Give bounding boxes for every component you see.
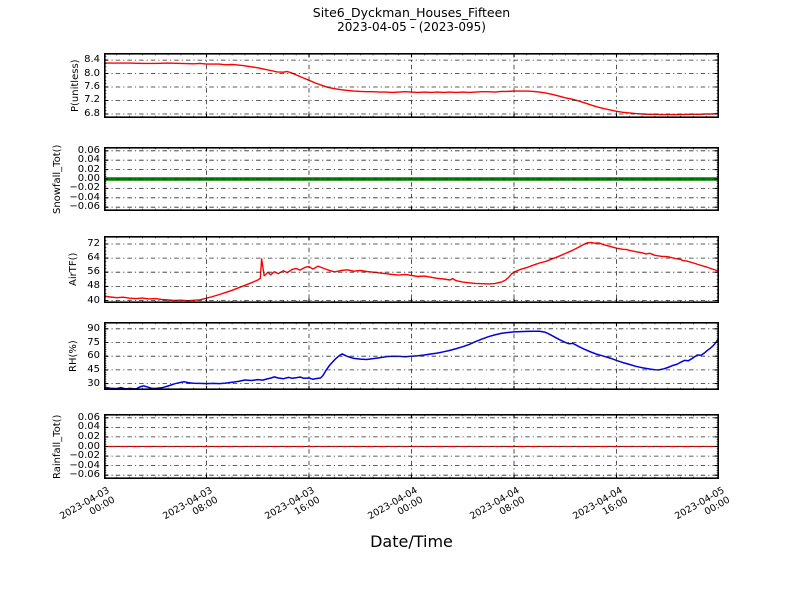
chart-title: Site6_Dyckman_Houses_Fifteen <box>312 5 511 20</box>
y-tick-label: 0.02 <box>77 430 100 442</box>
y-tick-label: 72 <box>87 237 100 249</box>
gridlines <box>104 322 719 390</box>
y-tick-label: −0.02 <box>69 182 100 194</box>
plot-canvas <box>104 147 719 211</box>
plot-canvas <box>104 53 719 118</box>
plot-frame <box>104 236 719 303</box>
y-tick-label: −0.04 <box>69 459 100 471</box>
x-axis-title: Date/Time <box>370 532 453 551</box>
y-tick-label: 0.00 <box>77 440 100 452</box>
major-ticks <box>104 53 719 118</box>
subplot-snowfall-tot <box>104 147 719 211</box>
y-tick-label: 8.4 <box>84 54 100 66</box>
y-tick-label: 75 <box>87 336 100 348</box>
y-tick-label: 0.06 <box>77 144 100 156</box>
series-airtf <box>104 241 719 302</box>
y-tick-label: −0.06 <box>69 201 100 213</box>
plot-frame <box>104 322 719 390</box>
plot-frame <box>104 414 719 479</box>
y-tick-label: 8.0 <box>84 67 100 79</box>
y-tick-label: 6.8 <box>84 107 100 119</box>
y-tick-label: 40 <box>87 294 100 306</box>
subplot-airtf <box>104 236 719 303</box>
series-p <box>104 62 719 116</box>
subplot-p-unitless <box>104 53 719 118</box>
y-tick-label: 64 <box>87 252 100 264</box>
plot-frame <box>104 53 719 118</box>
y-tick-label: 45 <box>87 363 100 375</box>
y-tick-label: 60 <box>87 350 100 362</box>
y-tick-label: 0.04 <box>77 154 100 166</box>
major-ticks <box>104 414 719 479</box>
minor-ticks <box>104 236 719 303</box>
plot-canvas <box>104 322 719 390</box>
plot-frame <box>104 147 719 211</box>
y-tick-label: 48 <box>87 280 100 292</box>
subplot-rh <box>104 322 719 390</box>
chart-subtitle: 2023-04-05 - (2023-095) <box>337 20 486 34</box>
y-tick-label: 0.04 <box>77 421 100 433</box>
y-tick-label: −0.06 <box>69 469 100 481</box>
major-ticks <box>104 236 719 303</box>
major-ticks <box>104 322 719 390</box>
plot-canvas <box>104 236 719 303</box>
y-tick-label: 0.00 <box>77 173 100 184</box>
y-tick-label: −0.02 <box>69 450 100 462</box>
y-tick-label: 7.6 <box>84 81 100 92</box>
y-tick-label: 56 <box>87 266 100 278</box>
y-tick-label: −0.04 <box>69 191 100 203</box>
y-tick-label: 0.06 <box>77 411 100 423</box>
plot-canvas <box>104 414 719 479</box>
series-rh <box>104 330 719 390</box>
major-ticks <box>104 147 719 211</box>
y-tick-label: 30 <box>87 377 100 389</box>
gridlines <box>104 53 719 118</box>
y-tick-label: 90 <box>87 322 100 334</box>
y-tick-label: 0.02 <box>77 163 100 175</box>
gridlines <box>104 236 719 303</box>
subplot-rainfall-tot <box>104 414 719 479</box>
y-tick-label: 7.2 <box>84 94 100 106</box>
